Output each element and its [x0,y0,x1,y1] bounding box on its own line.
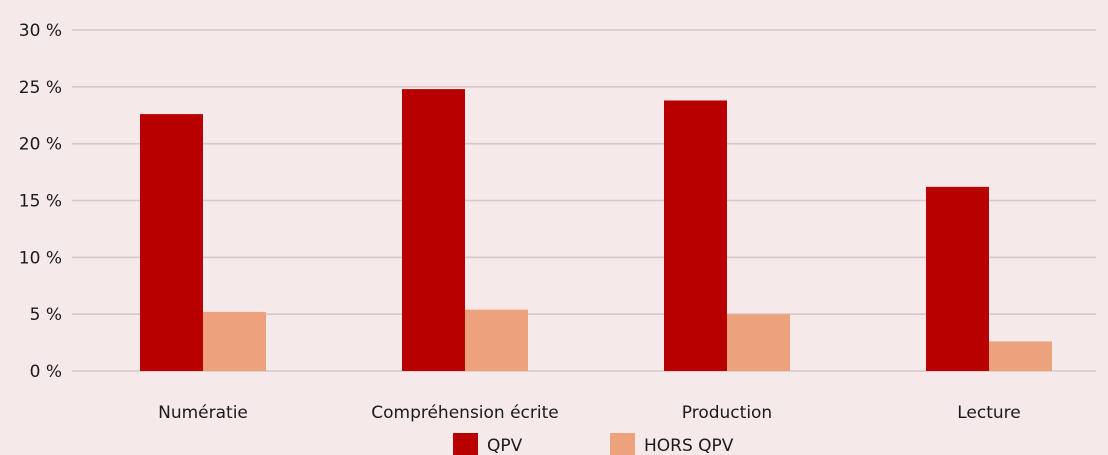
x-tick-label: Compréhension écrite [371,403,559,423]
legend-swatch [453,433,478,455]
y-tick-label: 10 % [19,248,62,268]
y-tick-label: 20 % [19,135,62,155]
bar-hors-qpv [727,314,790,371]
legend-swatch [610,433,635,455]
bar-hors-qpv [989,341,1052,371]
x-tick-label: Lecture [957,403,1021,423]
y-tick-label: 0 % [30,362,62,382]
legend: QPV HORS QPV [453,433,734,455]
legend-label: HORS QPV [644,436,734,455]
bar-hors-qpv [465,309,528,371]
y-tick-label: 30 % [19,21,62,41]
bar-qpv [664,100,727,372]
bar-qpv [926,186,989,371]
bar-hors-qpv [203,311,266,371]
y-tick-label: 5 % [30,305,62,325]
y-tick-label: 25 % [19,78,62,98]
bar-qpv [140,114,203,371]
legend-label: QPV [487,436,523,455]
bar-qpv [402,89,465,372]
x-axis: Numératie Compréhension écrite Production L… [158,403,1021,423]
y-axis: 0 % 5 % 10 % 15 % 20 % 25 % 30 % [19,21,62,382]
bars [140,89,1052,372]
y-tick-label: 15 % [19,192,62,212]
x-tick-label: Numératie [158,403,248,423]
x-tick-label: Production [682,403,772,423]
